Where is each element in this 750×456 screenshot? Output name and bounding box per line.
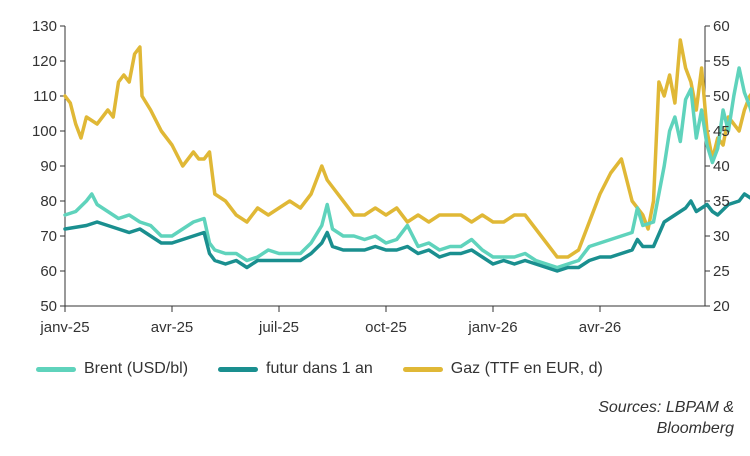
x-tick-label: avr-25 [151, 319, 194, 336]
x-tick-label: avr-26 [579, 319, 622, 336]
legend-label-futur: futur dans 1 an [266, 360, 373, 377]
y-left-tick-label: 50 [40, 298, 57, 315]
y-right-tick-label: 45 [713, 123, 730, 140]
y-right-tick-label: 25 [713, 263, 730, 280]
x-tick-label: janv-25 [39, 319, 89, 336]
y-left-tick-label: 60 [40, 263, 57, 280]
source-line-2: Bloomberg [656, 420, 734, 437]
series-line-brent [63, 66, 750, 270]
y-right-tick-label: 50 [713, 88, 730, 105]
series-layer [63, 38, 750, 273]
legend-item-brent: Brent (USD/bl) [36, 360, 188, 378]
y-left-tick-label: 110 [33, 88, 57, 105]
y-right-tick-label: 30 [713, 228, 730, 245]
legend: Brent (USD/bl) futur dans 1 an Gaz (TTF … [36, 360, 633, 378]
x-tick-label: janv-26 [467, 319, 517, 336]
legend-item-futur: futur dans 1 an [218, 360, 373, 378]
y-right-tick-label: 40 [713, 158, 730, 175]
y-right-tick-label: 20 [713, 298, 730, 315]
legend-swatch-brent [36, 366, 76, 372]
axes [60, 25, 710, 312]
legend-label-gaz: Gaz (TTF en EUR, d) [450, 360, 603, 377]
legend-swatch-gaz [402, 366, 443, 372]
y-left-tick-label: 80 [40, 193, 57, 210]
y-left-tick-label: 70 [40, 228, 57, 245]
chart: 50 60 70 80 90 100 110 120 130 20 25 30 35 40 45 50 55 60… [32, 18, 750, 336]
series-line-futur [63, 192, 750, 273]
y-left-tick-label: 120 [32, 53, 57, 70]
ticks-layer: 50 60 70 80 90 100 110 120 130 20 25 30 35 40 45 50 55 60… [32, 18, 730, 336]
legend-swatch-futur [218, 366, 259, 372]
source-note: Sources: LBPAM & Bloomberg [514, 397, 734, 439]
y-right-tick-label: 55 [713, 53, 730, 70]
x-tick-label: juil-25 [258, 319, 299, 336]
series-line-gaz [63, 38, 750, 259]
x-tick-label: oct-25 [365, 319, 407, 336]
legend-item-gaz: Gaz (TTF en EUR, d) [402, 360, 603, 378]
y-left-tick-label: 100 [32, 123, 57, 140]
legend-label-brent: Brent (USD/bl) [84, 360, 189, 377]
y-right-tick-label: 60 [713, 18, 730, 35]
y-left-tick-label: 130 [32, 18, 57, 35]
y-right-tick-label: 35 [713, 193, 730, 210]
y-left-tick-label: 90 [40, 158, 57, 175]
source-line-1: Sources: LBPAM & [598, 399, 734, 416]
